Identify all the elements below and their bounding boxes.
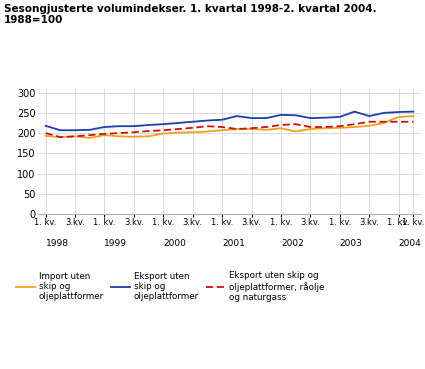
Text: 1999: 1999 <box>105 239 128 248</box>
Legend: Import uten
skip og
oljeplattformer, Eksport uten
skip og
oljeplattformer, Ekspo: Import uten skip og oljeplattformer, Eks… <box>16 271 324 302</box>
Text: 2002: 2002 <box>281 239 304 248</box>
Text: 2000: 2000 <box>163 239 186 248</box>
Text: 2001: 2001 <box>222 239 245 248</box>
Text: 2003: 2003 <box>340 239 363 248</box>
Text: Sesongjusterte volumindekser. 1. kvartal 1998-2. kvartal 2004.
1988=100: Sesongjusterte volumindekser. 1. kvartal… <box>4 4 377 25</box>
Text: 2004: 2004 <box>399 239 422 248</box>
Text: 1998: 1998 <box>45 239 68 248</box>
